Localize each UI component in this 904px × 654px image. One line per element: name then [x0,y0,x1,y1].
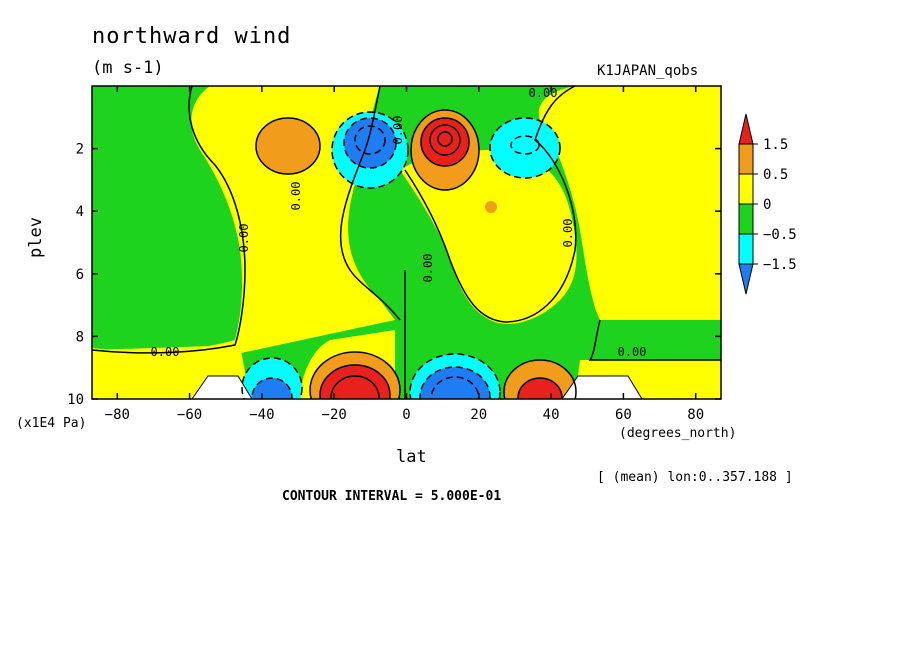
contour-label: 0.00 [529,86,558,100]
contour-neg-eq-lower-1 [409,353,501,399]
y-axis-unit: (x1E4 Pa) [16,416,87,431]
x-axis-unit: (degrees_north) [619,426,737,441]
contour-pos-nh-lower-1 [503,359,577,399]
colorbar-label: 0.5 [763,167,788,183]
x-tick-label: −80 [105,407,130,423]
colorbar: 1.5 0.5 0 −0.5 −1.5 [738,113,797,295]
cell-red-eq-lower [320,365,390,399]
contour-neg-sh-upper-3 [354,125,386,155]
field-yellow-south [92,86,395,385]
x-tick-label: −40 [249,407,274,423]
colorbar-label: 1.5 [763,137,788,153]
contour-neg-nh-upper-1 [489,117,561,179]
colorbar-label: −0.5 [763,227,797,243]
contour-pos-nh-lower-2 [517,377,563,399]
contour-neg-nh-upper-2 [510,135,540,155]
x-tick-label: −60 [177,407,202,423]
x-tick-label: 0 [402,407,410,423]
contour-interval: CONTOUR INTERVAL = 5.000E-01 [282,489,502,504]
contour-pos-eq-lower-2 [319,364,391,399]
colorbar-swatch [738,113,754,145]
contour-neg-sh-upper-2 [343,117,397,169]
y-tick-label: 8 [76,329,84,345]
contour-labels: 0.00 0.00 0.00 0.00 0.00 0.00 0.00 0.00 [151,86,647,359]
colorbar-swatch [738,173,754,205]
field-yellow-north [538,86,721,320]
colorbar-swatch [738,203,754,235]
contour-zero-sh [92,86,246,354]
dataset-label: K1JAPAN_qobs [597,63,699,79]
colorbar-swatch [738,233,754,265]
contour-neg-eq-lower-2 [419,366,491,399]
contour-pos-nh-upper-3 [429,124,461,156]
contour-lines [92,86,721,399]
contour-label: 0.00 [289,182,303,211]
colorbar-label: −1.5 [763,257,797,273]
x-tick-label: −20 [322,407,347,423]
colorbar-swatch [738,263,754,295]
contour-neg-sh-upper-1 [331,111,409,189]
x-tick-label: 20 [470,407,487,423]
x-tick-label: 80 [687,407,704,423]
cell-orange-sh-upper [256,118,320,174]
cell-orange-small [485,201,497,213]
cell-cyan-nh-upper [490,118,560,178]
contour-zero-center-right [404,86,577,323]
contour-label: 0.00 [618,345,647,359]
field-yellow-center [400,150,577,324]
contour-pos-nh-upper-1 [410,109,480,191]
colorbar-swatch [738,143,754,175]
y-tick-label: 2 [76,142,84,158]
y-tick-label: 10 [67,392,84,408]
x-tick-label: 40 [543,407,560,423]
contour-neg-sh-lower-2 [251,377,293,399]
contour-pos-nh-upper-2 [420,117,470,167]
x-axis-label: lat [396,447,427,467]
contour-label: 0.00 [237,224,251,253]
y-tick-label: 6 [76,267,84,283]
cell-blue-sh-upper [344,118,396,168]
contour-pos-eq-lower-1 [309,351,401,399]
contour-pos-eq-lower-3 [330,375,380,399]
contour-zero-center-left [339,86,401,321]
contour-label: 0.00 [561,219,575,248]
contour-pos-nh-upper-4 [437,131,453,147]
x-ticks: −80 −60 −40 −20 0 20 40 60 80 [105,86,704,423]
chart-units: (m s-1) [92,58,164,78]
missing-topography-south [191,375,253,399]
y-ticks: 2 4 6 8 10 [67,142,721,408]
y-tick-label: 4 [76,204,84,220]
contour-label: 0.00 [421,254,435,283]
chart-title: northward wind [92,24,292,49]
contour-pos-sh-upper [255,117,321,175]
contour-neg-sh-lower-1 [241,357,303,399]
colorbar-label: 0 [763,197,771,213]
mean-note: [ (mean) lon:0..357.188 ] [597,470,793,485]
missing-topography-north [561,375,643,399]
contour-label: 0.00 [391,116,405,145]
cell-blue-eq-lower [420,367,490,399]
contour-zero-nh [588,319,721,361]
x-tick-label: 60 [615,407,632,423]
contour-label: 0.00 [151,345,180,359]
dashed-contours [241,111,561,399]
